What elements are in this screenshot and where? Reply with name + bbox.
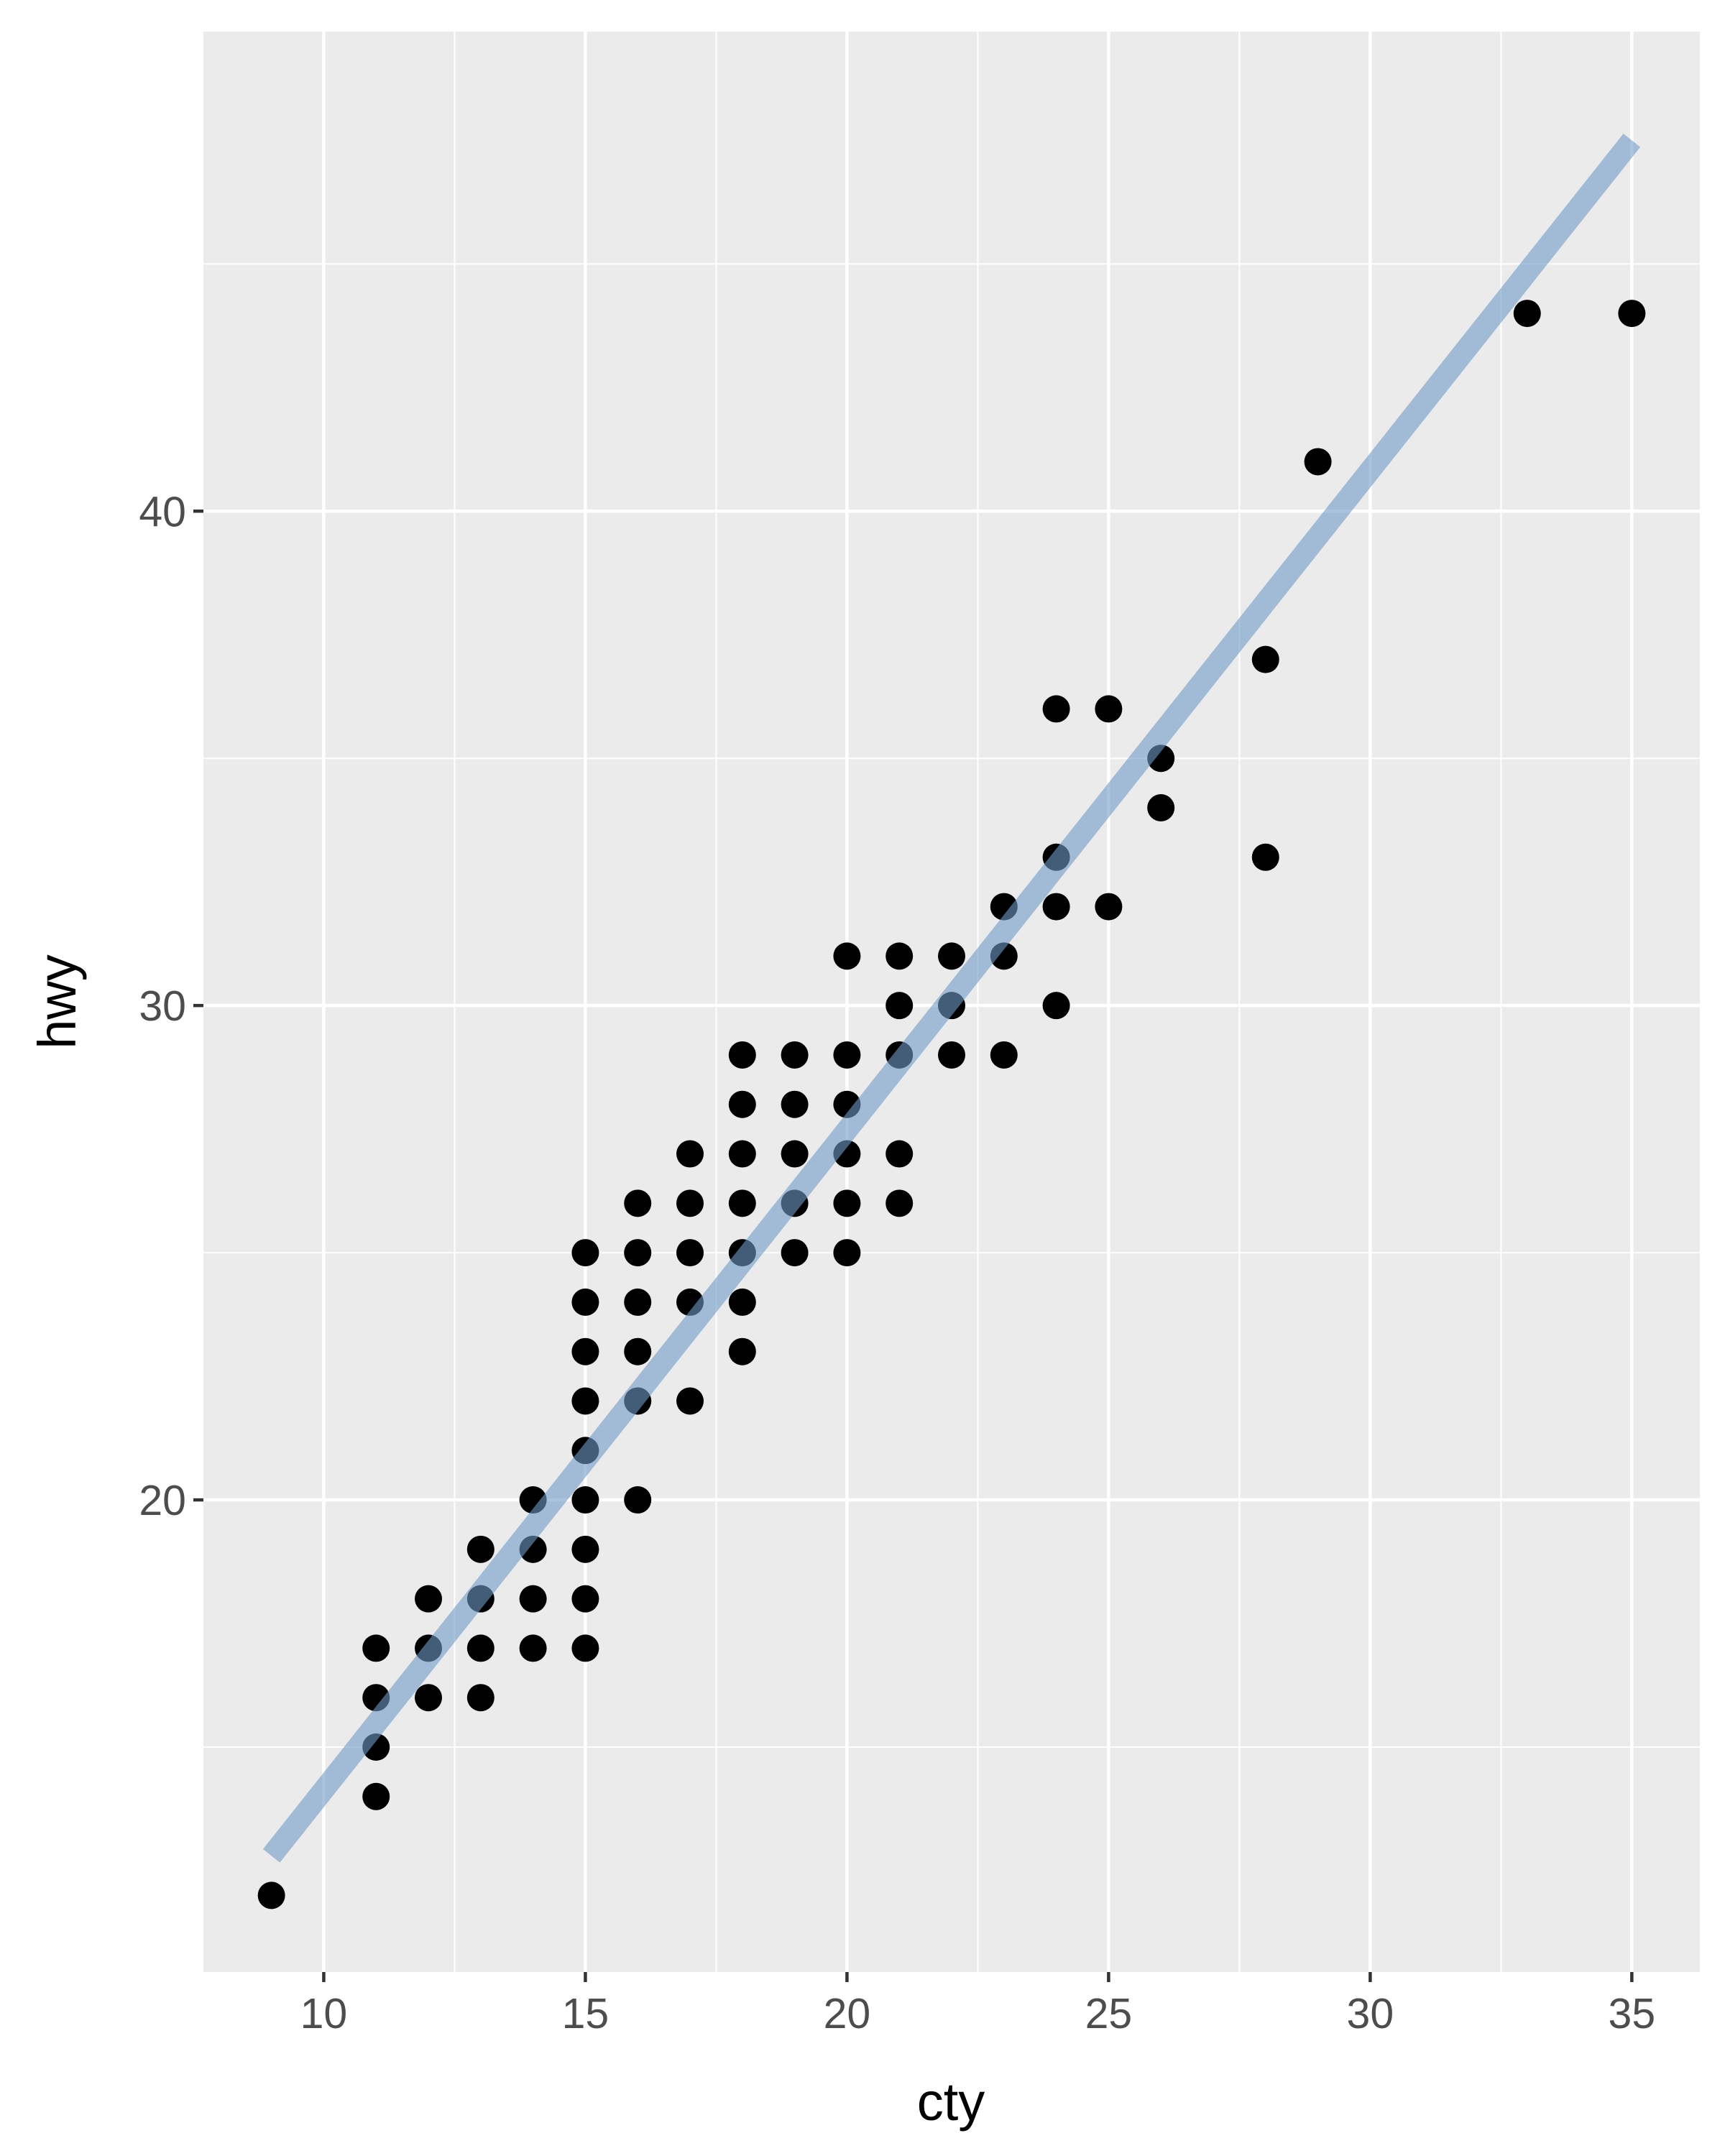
- data-point: [1513, 300, 1541, 328]
- data-point: [1042, 893, 1070, 921]
- data-point: [728, 1090, 756, 1118]
- data-point: [886, 1189, 914, 1217]
- data-point: [833, 942, 861, 970]
- x-tick-label: 35: [1609, 1990, 1656, 2037]
- data-point: [415, 1585, 443, 1613]
- data-point: [1304, 448, 1332, 476]
- data-point: [1251, 645, 1279, 673]
- data-point: [781, 1041, 809, 1069]
- data-point: [1147, 794, 1175, 821]
- data-point: [728, 1189, 756, 1217]
- x-tick-label: 20: [824, 1990, 871, 2037]
- data-point: [466, 1634, 494, 1662]
- data-point: [1042, 992, 1070, 1020]
- data-point: [571, 1634, 599, 1662]
- data-point: [519, 1585, 547, 1613]
- data-point: [676, 1387, 704, 1415]
- fit-line-layer: [262, 134, 1641, 1863]
- data-point: [833, 1239, 861, 1267]
- data-point: [728, 1140, 756, 1168]
- data-point: [624, 1288, 652, 1316]
- data-point: [362, 1782, 390, 1810]
- data-point: [1095, 695, 1123, 723]
- data-point: [519, 1634, 547, 1662]
- data-point: [728, 1337, 756, 1365]
- data-point: [886, 1140, 914, 1168]
- data-point: [938, 1041, 965, 1069]
- data-point: [571, 1239, 599, 1267]
- x-tick-label: 15: [562, 1990, 610, 2037]
- data-point: [362, 1634, 390, 1662]
- data-point: [1095, 893, 1123, 921]
- data-point: [886, 942, 914, 970]
- data-point: [990, 1041, 1018, 1069]
- x-tick-label: 25: [1085, 1990, 1133, 2037]
- data-point: [571, 1387, 599, 1415]
- y-tick-label: 20: [139, 1477, 186, 1524]
- data-point: [571, 1288, 599, 1316]
- y-tick-label: 40: [139, 488, 186, 535]
- data-point: [571, 1585, 599, 1613]
- fit-line: [262, 134, 1641, 1863]
- x-axis: 10 15 20 25 30 35: [300, 1972, 1656, 2037]
- data-point: [624, 1337, 652, 1365]
- data-point: [1251, 843, 1279, 871]
- y-tick-label: 30: [139, 982, 186, 1030]
- data-point: [257, 1881, 285, 1909]
- data-point: [1618, 300, 1646, 328]
- data-point: [624, 1239, 652, 1267]
- y-axis-title: hwy: [27, 954, 87, 1049]
- data-point: [886, 992, 914, 1020]
- data-point: [676, 1189, 704, 1217]
- data-point: [571, 1337, 599, 1365]
- data-point: [833, 1041, 861, 1069]
- y-axis: 20 30 40: [139, 488, 203, 1524]
- data-point: [571, 1486, 599, 1514]
- data-point: [571, 1535, 599, 1563]
- x-tick-label: 30: [1347, 1990, 1394, 2037]
- data-point: [728, 1288, 756, 1316]
- data-point: [624, 1189, 652, 1217]
- data-point: [466, 1684, 494, 1712]
- x-axis-title: cty: [917, 2072, 985, 2132]
- data-point: [466, 1535, 494, 1563]
- data-point: [938, 942, 965, 970]
- data-point: [781, 1090, 809, 1118]
- data-point: [781, 1239, 809, 1267]
- minor-grid: [203, 32, 1700, 1972]
- data-point: [676, 1140, 704, 1168]
- data-point: [1042, 695, 1070, 723]
- data-point: [415, 1684, 443, 1712]
- data-point: [728, 1041, 756, 1069]
- data-point: [833, 1189, 861, 1217]
- data-point: [676, 1239, 704, 1267]
- data-point: [624, 1486, 652, 1514]
- data-point: [781, 1140, 809, 1168]
- x-tick-label: 10: [300, 1990, 348, 2037]
